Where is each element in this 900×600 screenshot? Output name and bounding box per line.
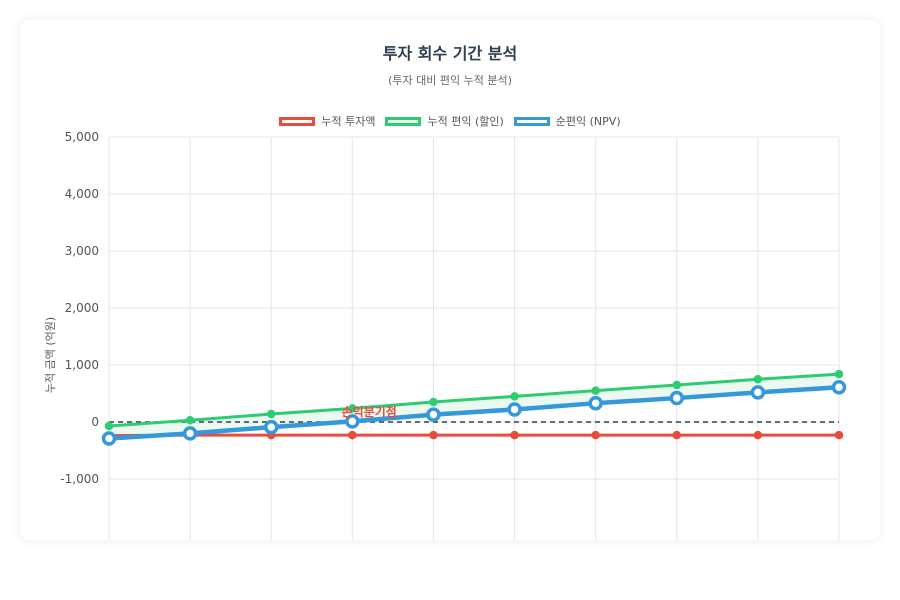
legend-label-benefit: 누적 편익 (할인) (427, 115, 504, 128)
series-point-0 (429, 430, 438, 440)
legend-label-investment: 누적 투자액 (321, 115, 376, 128)
legend-swatch-npv (513, 116, 550, 126)
legend-item-benefit[interactable]: 누적 편익 (할인) (385, 113, 504, 129)
chart-plot: 누적 금액 (억원) 5,000 4,000 3,000 2,000 1,000 0 -1,… (44, 130, 847, 540)
series-point-2 (345, 414, 360, 429)
legend-swatch-benefit (385, 116, 422, 126)
series-point-0 (753, 430, 763, 440)
y-tick-label: -1,000 (60, 472, 99, 486)
series-point-2 (101, 431, 117, 446)
y-tick-label: 3,000 (65, 244, 99, 258)
chart-legend: 누적 투자액 누적 편익 (할인) 순편익 (NPV) (20, 113, 880, 129)
legend-item-npv[interactable]: 순편익 (NPV) (513, 113, 621, 129)
series-point-1 (185, 416, 195, 425)
y-axis-title: 누적 금액 (억원) (44, 317, 57, 393)
chart-card: 투자 회수 기간 분석 (투자 대비 편익 누적 분석) 누적 투자액 누적 편… (20, 20, 880, 540)
series-line-1 (108, 372, 840, 428)
series-line-0 (108, 433, 839, 438)
series-point-2 (426, 407, 441, 422)
series-line-2 (108, 384, 840, 441)
series-point-0 (672, 430, 682, 440)
series-point-0 (591, 430, 600, 440)
legend-item-investment[interactable]: 누적 투자액 (279, 113, 375, 129)
break-even-annotation: 손익분기점 (342, 404, 397, 419)
series-point-1 (834, 369, 844, 379)
series-point-1 (348, 404, 357, 413)
chart-title: 투자 회수 기간 분석 (382, 44, 518, 63)
series-point-2 (182, 426, 198, 441)
y-tick-label: 5,000 (65, 130, 99, 144)
y-tick-label: 2,000 (65, 301, 99, 315)
series-point-2 (507, 402, 522, 417)
series-point-2 (750, 385, 766, 400)
series-point-0 (348, 430, 357, 440)
series-point-1 (104, 421, 114, 431)
series-point-1 (753, 375, 763, 384)
series-point-1 (591, 386, 600, 395)
chart-subtitle: (투자 대비 편익 누적 분석) (388, 74, 512, 87)
y-tick-label: 1,000 (65, 358, 99, 372)
series-point-0 (834, 430, 844, 440)
y-tick-label: 0 (91, 415, 99, 429)
benefit-fill-area (109, 374, 839, 439)
legend-swatch-investment (279, 116, 316, 126)
series-point-1 (510, 392, 519, 401)
series-point-1 (672, 380, 682, 390)
series-point-2 (588, 395, 603, 411)
series-point-2 (669, 390, 685, 406)
series-point-1 (429, 397, 438, 407)
legend-label-npv: 순편익 (NPV) (555, 115, 621, 128)
series-point-0 (510, 430, 519, 440)
y-tick-label: 4,000 (65, 187, 99, 201)
series-point-1 (266, 409, 276, 419)
series-point-2 (831, 379, 847, 395)
series-point-2 (263, 419, 279, 435)
